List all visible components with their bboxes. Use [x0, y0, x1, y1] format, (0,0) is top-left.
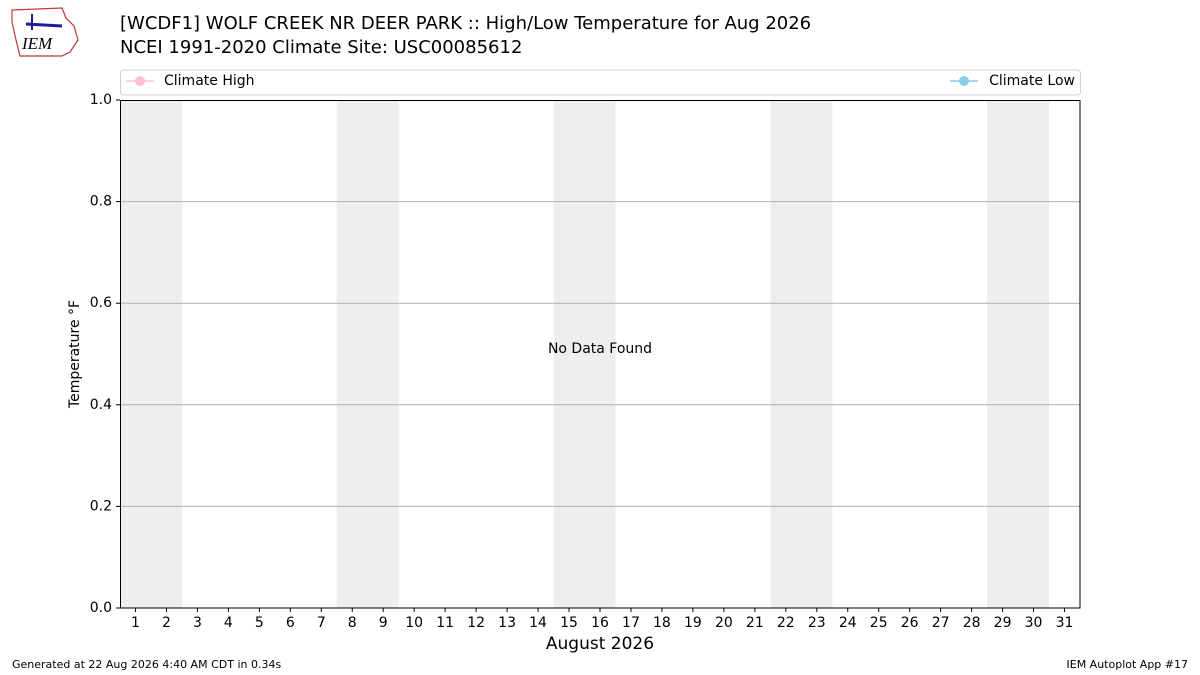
plot-area — [120, 100, 1080, 608]
footer-left: Generated at 22 Aug 2026 4:40 AM CDT in … — [12, 658, 281, 671]
y-tick-label: 0.0 — [90, 600, 112, 616]
x-tick-label: 20 — [715, 615, 733, 631]
x-tick-label: 6 — [286, 615, 295, 631]
weekend-shade — [770, 100, 833, 608]
weekend-shade — [987, 100, 1050, 608]
legend-box — [120, 69, 1081, 96]
x-tick-label: 25 — [870, 615, 888, 631]
y-tick-label: 0.2 — [90, 498, 112, 514]
legend-marker — [135, 76, 145, 86]
y-tick-label: 0.4 — [90, 397, 112, 413]
y-tick-label: 0.8 — [90, 194, 112, 210]
weekend-shade — [336, 100, 399, 608]
x-tick-label: 31 — [1056, 615, 1074, 631]
x-tick-label: 22 — [777, 615, 795, 631]
x-tick-label: 16 — [591, 615, 609, 631]
x-tick-label: 27 — [932, 615, 950, 631]
x-tick-label: 15 — [560, 615, 578, 631]
x-tick-label: 9 — [379, 615, 388, 631]
y-axis-label: Temperature °F — [67, 300, 83, 409]
x-tick-label: 1 — [131, 615, 140, 631]
x-tick-label: 10 — [405, 615, 423, 631]
x-tick-label: 29 — [994, 615, 1012, 631]
x-axis-label: August 2026 — [546, 634, 654, 654]
legend-label: Climate Low — [989, 73, 1075, 89]
x-tick-label: 24 — [839, 615, 857, 631]
legend-marker — [959, 76, 969, 86]
x-tick-label: 28 — [963, 615, 981, 631]
x-tick-label: 23 — [808, 615, 826, 631]
x-tick-label: 19 — [684, 615, 702, 631]
x-tick-label: 4 — [224, 615, 233, 631]
legend-label: Climate High — [164, 73, 255, 89]
y-tick-label: 0.6 — [90, 295, 112, 311]
footer-right: IEM Autoplot App #17 — [1067, 658, 1189, 671]
y-tick-label: 1.0 — [90, 92, 112, 108]
weekend-shade — [553, 100, 616, 608]
x-tick-label: 7 — [317, 615, 326, 631]
x-tick-label: 13 — [498, 615, 516, 631]
chart-title: [WCDF1] WOLF CREEK NR DEER PARK :: High/… — [120, 13, 811, 34]
logo-outline — [11, 7, 79, 57]
x-tick-label: 14 — [529, 615, 547, 631]
x-tick-label: 17 — [622, 615, 640, 631]
x-tick-label: 12 — [467, 615, 485, 631]
x-tick-label: 3 — [193, 615, 202, 631]
x-tick-label: 11 — [436, 615, 454, 631]
x-tick-label: 26 — [901, 615, 919, 631]
logo: IEM — [11, 7, 79, 57]
x-tick-label: 2 — [162, 615, 171, 631]
x-tick-label: 30 — [1025, 615, 1043, 631]
weekend-shade — [120, 100, 182, 608]
x-tick-label: 18 — [653, 615, 671, 631]
chart-subtitle: NCEI 1991-2020 Climate Site: USC00085612 — [120, 37, 522, 58]
x-tick-label: 8 — [348, 615, 357, 631]
x-tick-label: 5 — [255, 615, 264, 631]
logo-text: IEM — [21, 34, 53, 53]
x-tick-label: 21 — [746, 615, 764, 631]
annotation: No Data Found — [548, 341, 652, 357]
